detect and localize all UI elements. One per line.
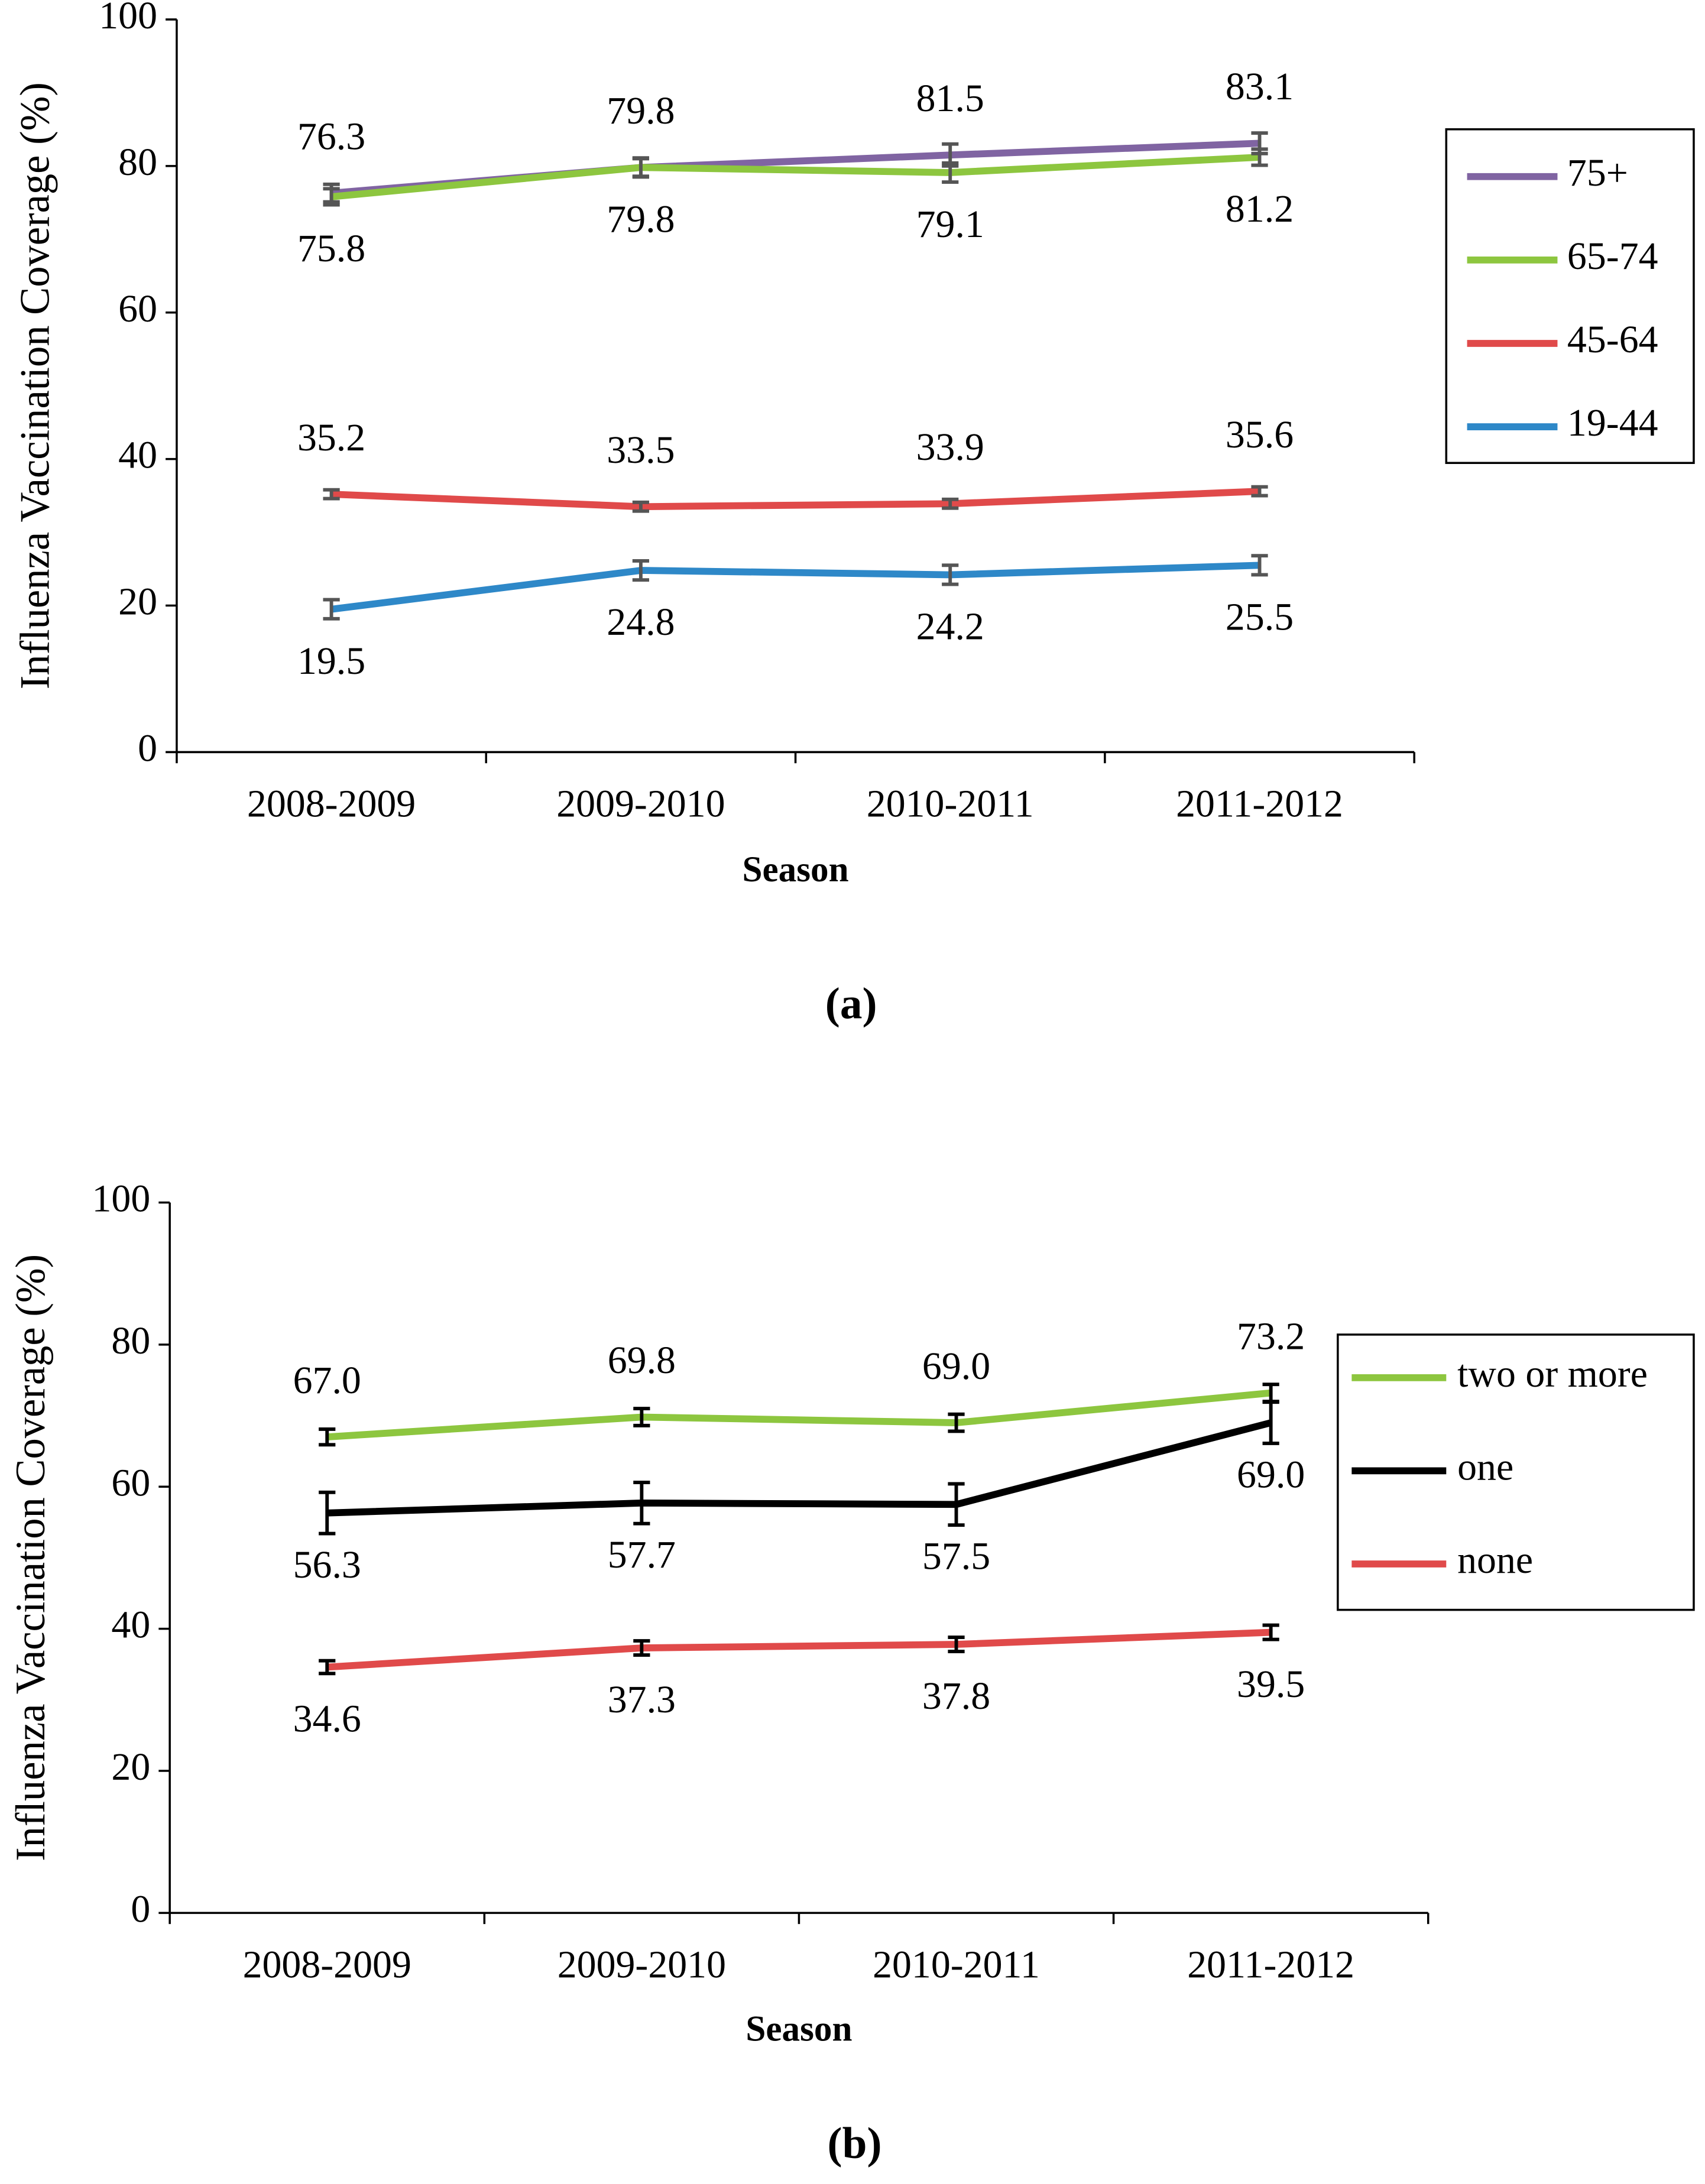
series-line [326,1628,1271,1671]
y-tick-label: 0 [131,1887,150,1930]
caption: (a) [825,979,877,1028]
error-bar [1251,485,1268,498]
data-label: 57.5 [922,1534,990,1578]
data-label: 39.5 [1237,1663,1305,1706]
x-tick-label: 2009-2010 [557,1943,726,1987]
y-tick-label: 40 [118,434,157,477]
data-label: 35.2 [297,416,365,459]
y-tick-label: 20 [111,1745,150,1789]
legend-label: none [1457,1539,1533,1582]
y-tick-label: 100 [99,0,157,37]
error-bar [632,500,650,513]
error-bar [319,1427,336,1447]
series-line [327,1419,1272,1517]
x-tick-label: 2008-2009 [247,783,416,826]
error-bar [948,1635,965,1654]
y-axis-title: Influenza Vaccination Coverage (%) [8,1254,54,1861]
data-label: 69.0 [1237,1453,1305,1496]
y-tick-label: 80 [118,141,157,184]
data-label: 79.8 [607,89,675,132]
data-label: 24.2 [916,605,984,648]
legend-label: one [1457,1446,1513,1489]
error-bar [948,1482,965,1527]
x-tick-label: 2010-2011 [873,1943,1040,1987]
x-axis-title: Season [743,850,849,890]
legend-label: 65-74 [1567,235,1658,278]
data-label: 81.2 [1226,187,1294,231]
data-label: 69.8 [608,1339,676,1382]
error-bar [323,488,340,501]
data-label: 69.0 [922,1345,990,1388]
x-tick-label: 2011-2012 [1176,783,1343,826]
data-label: 79.8 [607,197,675,241]
data-label: 79.1 [916,203,984,246]
legend-box [1445,128,1695,464]
data-label: 37.3 [608,1678,676,1721]
x-tick-label: 2009-2010 [556,783,725,826]
y-tick-label: 80 [111,1319,150,1362]
error-bar [633,1407,650,1427]
data-label: 35.6 [1226,413,1294,456]
data-label: 24.8 [607,601,675,644]
data-label: 33.9 [916,426,984,469]
series-line [331,488,1260,511]
data-label: 57.7 [608,1533,676,1576]
legend-label: 75+ [1567,151,1628,194]
error-bar [942,563,959,586]
data-label: 73.2 [1237,1315,1305,1358]
data-label: 37.8 [922,1674,990,1718]
error-bar [1251,147,1268,167]
error-bar [633,1481,650,1526]
error-bar [323,187,340,207]
series-line [326,1389,1272,1440]
error-bar [633,1639,650,1657]
y-tick-label: 20 [118,580,157,624]
y-tick-label: 60 [111,1461,150,1504]
error-bar [948,1412,965,1433]
error-bar [319,1490,336,1536]
legend-label: two or more [1457,1352,1648,1396]
error-bar [1251,554,1268,577]
y-tick-label: 60 [118,287,157,330]
error-bar [942,497,959,510]
legend-label: 45-64 [1567,318,1658,361]
x-axis-title: Season [745,2010,852,2049]
y-tick-label: 40 [111,1604,150,1647]
data-label: 25.5 [1226,596,1294,639]
series-line [331,154,1260,200]
error-bar [319,1659,336,1676]
error-bar [323,598,340,621]
data-label: 76.3 [297,115,365,158]
data-label: 83.1 [1226,65,1294,108]
data-label: 34.6 [293,1698,361,1741]
error-bar [632,559,650,582]
data-label: 19.5 [297,640,365,683]
data-label: 67.0 [293,1359,361,1402]
error-bar [1262,1400,1279,1445]
legend-label: 19-44 [1567,401,1658,444]
error-bar [632,157,650,179]
error-bar [1262,1623,1279,1641]
data-label: 75.8 [297,227,365,270]
y-axis-title: Influenza Vaccination Coverage (%) [12,82,58,689]
error-bar [942,161,959,184]
x-tick-label: 2008-2009 [243,1943,411,1987]
series-line [330,562,1260,613]
y-tick-label: 0 [138,727,157,770]
data-label: 56.3 [293,1543,361,1586]
caption: (b) [828,2119,882,2168]
x-tick-label: 2010-2011 [867,783,1034,826]
data-label: 81.5 [916,77,984,120]
x-tick-label: 2011-2012 [1187,1943,1354,1987]
data-label: 33.5 [607,429,675,472]
y-tick-label: 100 [92,1177,150,1221]
